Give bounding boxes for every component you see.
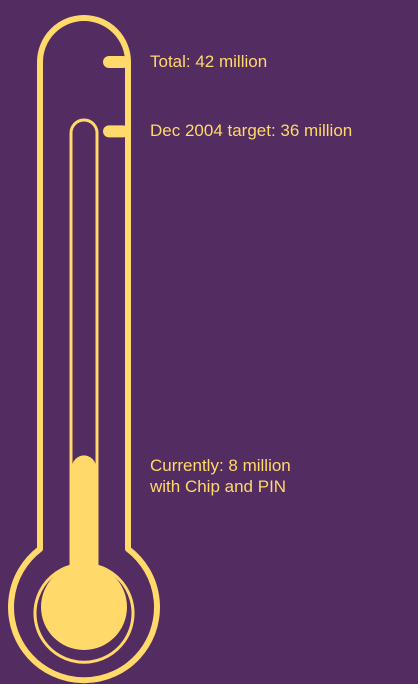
target-marker — [103, 125, 129, 138]
current-label-line2: with Chip and PIN — [150, 477, 287, 497]
thermometer-inner-tube — [33, 118, 135, 664]
target-label: Dec 2004 target: 36 million — [150, 121, 353, 141]
thermometer-outer-tube — [8, 15, 160, 684]
current-label: Currently: 8 million with Chip and PIN — [150, 455, 291, 497]
mercury-bulb — [41, 564, 127, 650]
current-label-line1: Currently: 8 million — [150, 456, 291, 476]
total-marker — [103, 56, 129, 68]
total-label: Total: 42 million — [150, 52, 268, 71]
